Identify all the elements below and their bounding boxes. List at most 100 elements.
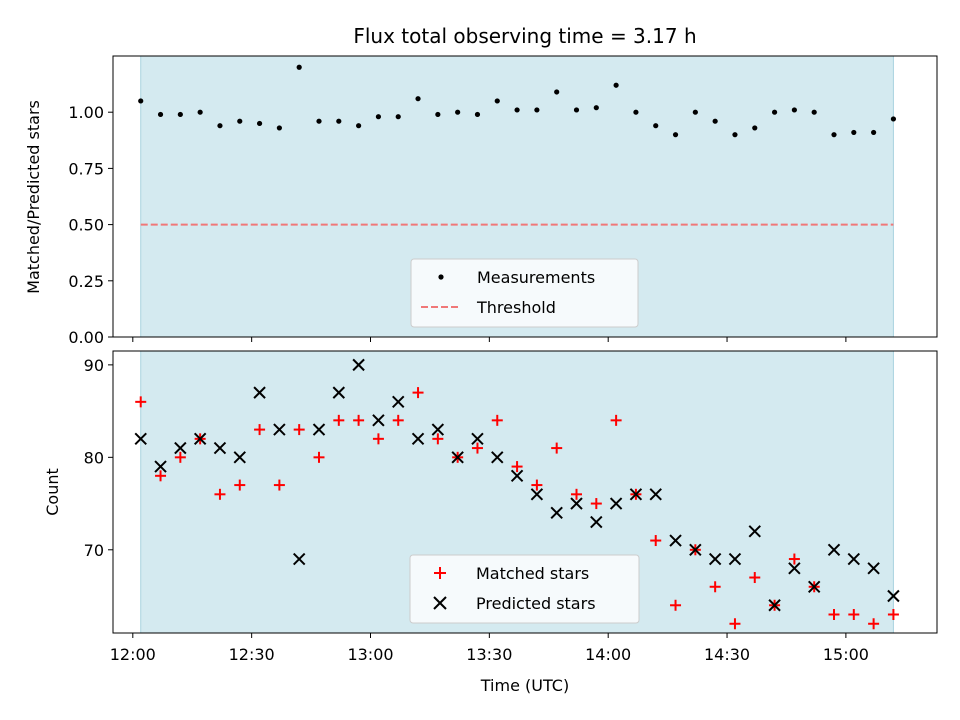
predicted-star-point [609,497,623,510]
predicted-star-point [669,534,682,547]
matched-star-point [610,414,622,426]
matched-star-point [848,609,860,621]
x-tick-label: 12:30 [229,645,275,664]
x-tick-label: 14:00 [585,645,631,664]
matched-star-point [273,479,285,491]
top-y-tick-label: 0.50 [68,216,104,235]
measurement-point [296,64,302,70]
measurement-point [395,114,401,120]
measurement-point [197,109,203,115]
predicted-star-point [510,469,524,483]
bottom-y-axis-label: Count [43,468,62,516]
measurement-point [237,118,243,124]
predicted-star-points [134,358,900,612]
measurement-point [474,111,481,118]
matched-star-point [293,424,305,436]
matched-star-point [392,414,404,426]
predicted-star-point [411,432,425,446]
matched-star-point [432,433,444,445]
matched-star-point [254,424,266,436]
measurement-point [732,132,738,138]
measurement-point [177,111,183,118]
measurement-point [672,132,679,138]
predicted-star-point [213,441,227,455]
legend-matched-label: Matched stars [476,564,589,583]
matched-star-point [412,387,424,399]
predicted-star-point [193,432,207,446]
bottom-legend-box [409,554,640,624]
matched-star-point [729,618,741,630]
ratio-panel: Flux total observing time = 3.17 h 0.00 0… [24,24,938,347]
predicted-star-point [788,562,801,575]
predicted-star-point [847,552,861,566]
measurement-point [157,111,164,118]
count-panel: 70 80 90 12:00 12:30 13:00 13:30 14:00 14:30 15:… [43,350,938,695]
predicted-star-point [827,543,841,556]
predicted-star-point [807,580,821,593]
x-tick-label: 15:00 [823,645,869,664]
matched-star-point [650,535,662,547]
measurement-points [138,64,897,138]
predicted-star-point [590,515,603,529]
legend-predicted-marker [433,596,447,610]
measurement-point [851,129,857,136]
measurement-point [554,89,560,95]
top-legend-box [410,258,639,328]
top-y-tick-label: 0.00 [68,328,104,347]
measurement-point [811,109,817,115]
top-legend: Measurements Threshold [410,258,639,328]
measurement-point [791,107,797,113]
measurement-point [494,98,500,104]
matched-star-point [551,442,563,454]
legend-predicted-label: Predicted stars [476,594,596,613]
x-tick-label: 13:30 [466,645,512,664]
measurement-point [514,107,520,113]
predicted-star-point [471,432,484,446]
bottom-axes-frame [112,350,938,634]
predicted-star-point [253,386,266,399]
bottom-y-ticks: 70 80 90 [84,356,113,560]
measurement-point [415,96,421,102]
matched-star-point [174,451,186,463]
top-axes-frame [112,55,938,338]
measurement-point [871,129,877,136]
chart-title: Flux total observing time = 3.17 h [353,24,696,48]
predicted-star-point [134,432,147,446]
predicted-star-point [570,497,583,510]
bottom-legend: Matched stars Predicted stars [409,554,640,624]
predicted-star-point [728,552,742,566]
measurement-point [336,118,342,124]
measurement-point [375,114,382,120]
predicted-star-point [154,460,167,473]
matched-star-point [749,572,761,584]
measurement-point [217,123,223,129]
x-tick-label: 13:00 [347,645,393,664]
predicted-star-point [352,358,365,372]
bottom-y-tick-label: 90 [84,356,104,375]
predicted-star-point [748,525,761,538]
measurement-point [276,125,282,131]
measurement-point [435,111,441,118]
legend-matched-marker [434,567,446,579]
measurement-point [316,118,322,124]
predicted-star-point [312,423,326,436]
measurement-point [534,107,540,113]
matched-star-point [155,470,167,482]
legend-measurements-label: Measurements [477,268,595,287]
matched-star-point [887,609,899,621]
predicted-star-point [332,386,346,399]
predicted-star-point [431,423,445,436]
top-y-axis-label: Matched/Predicted stars [24,100,43,294]
predicted-star-point [372,414,385,427]
predicted-star-point [550,506,563,520]
measurement-point [712,118,718,124]
top-y-tick-label: 0.75 [68,159,104,178]
measurement-point [633,109,639,115]
matched-star-point [590,498,602,510]
matched-star-point [788,553,800,565]
measurement-point [138,98,144,104]
measurement-point [256,120,263,127]
predicted-star-point [491,451,504,464]
legend-measurements-marker [438,274,444,280]
